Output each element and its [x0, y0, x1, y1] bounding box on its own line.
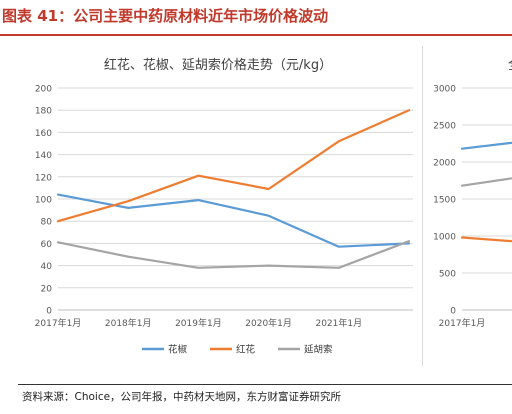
- y-tick-label: 160: [35, 129, 52, 139]
- y-tick-label: 60: [41, 240, 53, 250]
- series-line-series: [460, 141, 512, 150]
- x-tick-label: 2019年1月: [175, 317, 222, 329]
- y-tick-label: 180: [35, 107, 52, 117]
- y-tick-label: 120: [35, 173, 52, 183]
- x-tick-label: 2021年1月: [315, 317, 362, 329]
- x-tick-label: 2017年1月: [439, 317, 486, 329]
- chart-title: 全: [508, 57, 512, 73]
- x-tick-label: 2020年1月: [245, 317, 292, 329]
- source-note: 资料来源：Choice，公司年报，中药材天地网，东方财富证券研究所: [22, 391, 342, 403]
- y-tick-label: 2000: [433, 159, 456, 169]
- series-line-花椒: [56, 193, 411, 248]
- page-header: 图表 41：公司主要中药原材料近年市场价格波动: [0, 0, 512, 36]
- legend-label: 花椒: [168, 344, 188, 356]
- legend-label: 红花: [236, 344, 256, 356]
- y-tick-label: 20: [41, 284, 53, 294]
- y-tick-label: 2500: [433, 122, 456, 132]
- y-tick-label: 0: [450, 307, 456, 317]
- y-tick-label: 3000: [433, 85, 456, 95]
- x-tick-label: 2017年1月: [35, 317, 82, 329]
- series-line-延胡索: [56, 240, 411, 269]
- chart-panel-second-partial: 全0500100015002000250030002017年1月2: [424, 46, 512, 366]
- y-tick-label: 140: [35, 151, 52, 161]
- y-tick-label: 80: [41, 218, 53, 228]
- y-tick-label: 1500: [433, 196, 456, 206]
- source-rule: [18, 384, 512, 385]
- figure-title: 图表 41：公司主要中药原材料近年市场价格波动: [2, 7, 329, 25]
- series-line-红花: [56, 109, 411, 223]
- y-tick-label: 40: [41, 262, 53, 272]
- series-line-series: [460, 177, 512, 187]
- chart-title: 红花、花椒、延胡索价格走势（元/kg）: [104, 57, 332, 73]
- y-tick-label: 100: [35, 196, 52, 206]
- y-tick-label: 1000: [433, 233, 456, 243]
- series-line-series: [460, 236, 512, 243]
- header-rule: [0, 34, 512, 36]
- y-tick-label: 200: [35, 85, 52, 95]
- chart-panel-spice-prices: 红花、花椒、延胡索价格走势（元/kg） 0 20 40 60 80 100 120 140 160…: [18, 46, 423, 366]
- line-chart-second-partial: 全0500100015002000250030002017年1月2: [433, 57, 512, 329]
- y-tick-label: 500: [439, 270, 456, 280]
- y-tick-label: 0: [46, 307, 52, 317]
- x-tick-label: 2018年1月: [105, 317, 152, 329]
- line-chart-spice-prices: 红花、花椒、延胡索价格走势（元/kg） 0 20 40 60 80 100 120 140 160…: [35, 57, 413, 356]
- legend-label: 延胡索: [304, 344, 333, 356]
